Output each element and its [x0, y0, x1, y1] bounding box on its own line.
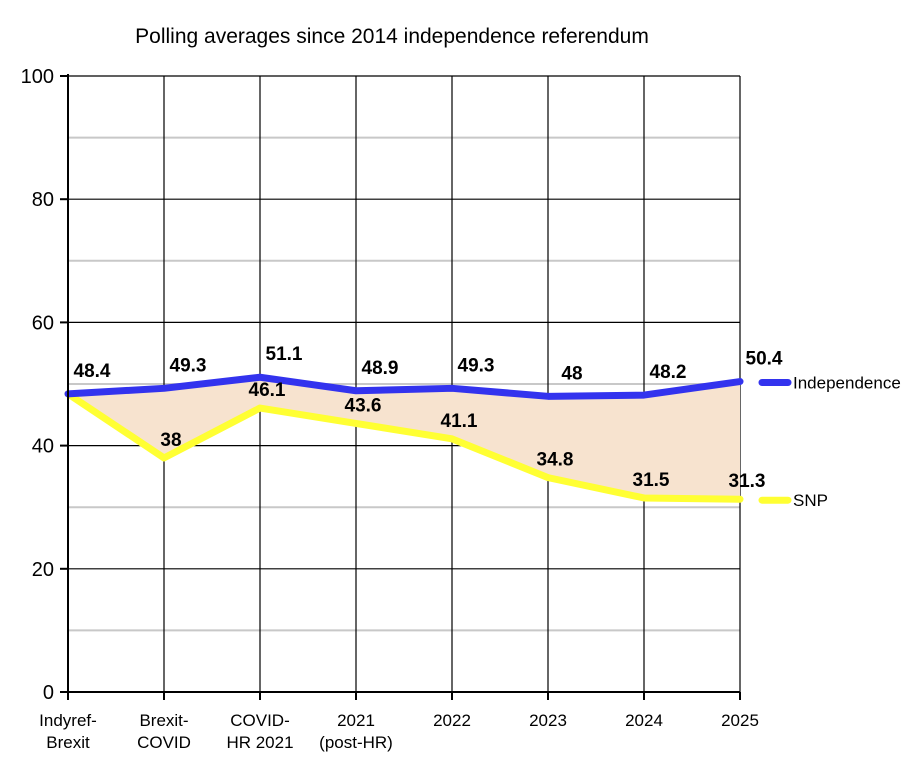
- independence-data-label: 50.4: [746, 349, 783, 370]
- independence-data-label: 49.3: [458, 355, 495, 376]
- y-tick-label-40: 40: [32, 436, 54, 458]
- axes: [67, 74, 740, 693]
- snp-data-label: 38: [160, 430, 181, 451]
- fill-between-band: [68, 377, 740, 500]
- x-axis-ticks: Indyref- Brexit Brexit- COVID COVID- HR 2021 2…: [39, 692, 759, 752]
- x-tick-label-line: COVID-: [230, 711, 290, 730]
- independence-data-label: 48.9: [362, 358, 399, 379]
- x-tick-label-1: Brexit- COVID: [137, 711, 191, 752]
- x-tick-label-2: COVID- HR 2021: [226, 711, 293, 752]
- independence-series-line: [64, 373, 744, 400]
- x-tick-label-0: Indyref- Brexit: [39, 711, 97, 752]
- x-tick-label-7: 2025: [721, 711, 759, 730]
- snp-data-label: 43.6: [345, 395, 382, 416]
- x-tick-label-line: 2023: [529, 711, 567, 730]
- independence-data-label: 48.4: [74, 361, 111, 382]
- snp-data-label: 41.1: [441, 411, 478, 432]
- snp-data-label: 31.3: [729, 471, 766, 492]
- x-tick-label-line: 2024: [625, 711, 663, 730]
- x-tick-label-5: 2023: [529, 711, 567, 730]
- y-tick-label-0: 0: [43, 682, 54, 704]
- y-axis-ticks: 0 20 40 60 80 100: [21, 66, 68, 704]
- snp-data-label: 34.8: [537, 450, 574, 471]
- x-tick-label-line: 2021: [337, 711, 375, 730]
- legend: Independence SNP: [758, 374, 901, 510]
- x-tick-label-line: COVID: [137, 733, 191, 752]
- y-tick-label-20: 20: [32, 559, 54, 581]
- x-tick-label-line: Indyref-: [39, 711, 97, 730]
- x-tick-label-line: (post-HR): [319, 733, 393, 752]
- y-tick-label-100: 100: [21, 66, 54, 88]
- x-tick-label-line: HR 2021: [226, 733, 293, 752]
- x-tick-label-line: 2025: [721, 711, 759, 730]
- x-tick-label-line: Brexit: [46, 733, 90, 752]
- x-tick-label-line: 2022: [433, 711, 471, 730]
- snp-series-line: [64, 390, 744, 503]
- snp-legend-label: SNP: [793, 491, 828, 510]
- gridlines: [67, 75, 741, 693]
- series-lines: [64, 373, 744, 503]
- x-tick-label-4: 2022: [433, 711, 471, 730]
- data-labels: 48.4 49.3 51.1 48.9 49.3 48 48.2 50.4 38 46.1 43.6…: [74, 344, 783, 492]
- x-tick-label-line: Brexit-: [139, 711, 188, 730]
- y-tick-label-60: 60: [32, 312, 54, 334]
- snp-data-label: 46.1: [249, 380, 286, 401]
- x-tick-label-3: 2021 (post-HR): [319, 711, 393, 752]
- independence-data-label: 48: [561, 363, 582, 384]
- independence-data-label: 51.1: [266, 344, 303, 365]
- y-tick-label-80: 80: [32, 189, 54, 211]
- independence-data-label: 48.2: [650, 362, 687, 383]
- chart-title: Polling averages since 2014 independence…: [135, 25, 649, 48]
- independence-legend-label: Independence: [793, 374, 901, 393]
- snp-data-label: 31.5: [633, 470, 670, 491]
- x-tick-label-6: 2024: [625, 711, 663, 730]
- independence-data-label: 49.3: [170, 355, 207, 376]
